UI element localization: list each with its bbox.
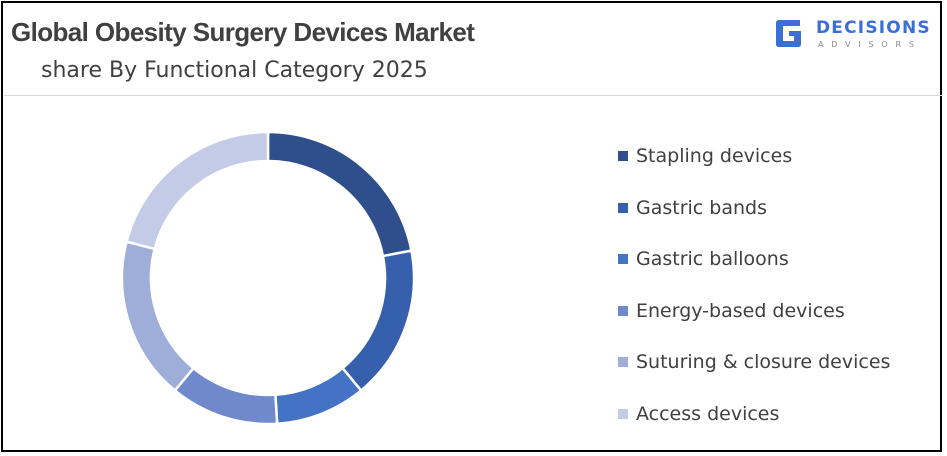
donut-slice xyxy=(340,249,416,393)
logo-wordmark: DECISIONS xyxy=(816,18,931,38)
legend-swatch xyxy=(618,254,628,265)
legend-label: Access devices xyxy=(636,402,780,425)
legend-label: Gastric bands xyxy=(636,196,767,219)
legend-label: Gastric balloons xyxy=(636,248,789,271)
legend-item: Stapling devices xyxy=(618,141,890,171)
legend-item: Gastric balloons xyxy=(618,244,890,274)
donut-slice xyxy=(125,130,270,251)
decisions-advisors-logo-icon xyxy=(776,20,801,47)
donut-slice xyxy=(274,366,363,426)
legend-item: Access devices xyxy=(618,399,890,429)
legend-label: Stapling devices xyxy=(636,145,793,167)
logo-tagline: ADVISORS xyxy=(818,40,922,49)
donut-slice xyxy=(120,240,196,393)
donut-chart xyxy=(120,130,416,426)
donut-slice xyxy=(173,366,279,426)
legend-item: Energy-based devices xyxy=(618,296,890,326)
legend-swatch xyxy=(618,357,628,368)
legend-swatch xyxy=(618,202,628,213)
legend-swatch xyxy=(618,305,628,316)
chart-title: Global Obesity Surgery Devices Market xyxy=(11,17,475,47)
legend-item: Gastric bands xyxy=(618,193,890,223)
legend-label: Suturing & closure devices xyxy=(636,351,891,374)
legend-item: Suturing & closure devices xyxy=(618,347,890,377)
legend-swatch xyxy=(618,151,628,161)
chart-legend: Stapling devices Gastric bands Gastric bal… xyxy=(618,141,890,451)
donut-slice xyxy=(266,130,413,258)
legend-label: Energy-based devices xyxy=(636,299,845,322)
chart-subtitle: share By Functional Category 2025 xyxy=(41,58,428,83)
header-divider xyxy=(4,95,943,96)
company-logo: DECISIONS ADVISORS xyxy=(772,17,942,57)
legend-swatch xyxy=(618,408,628,419)
